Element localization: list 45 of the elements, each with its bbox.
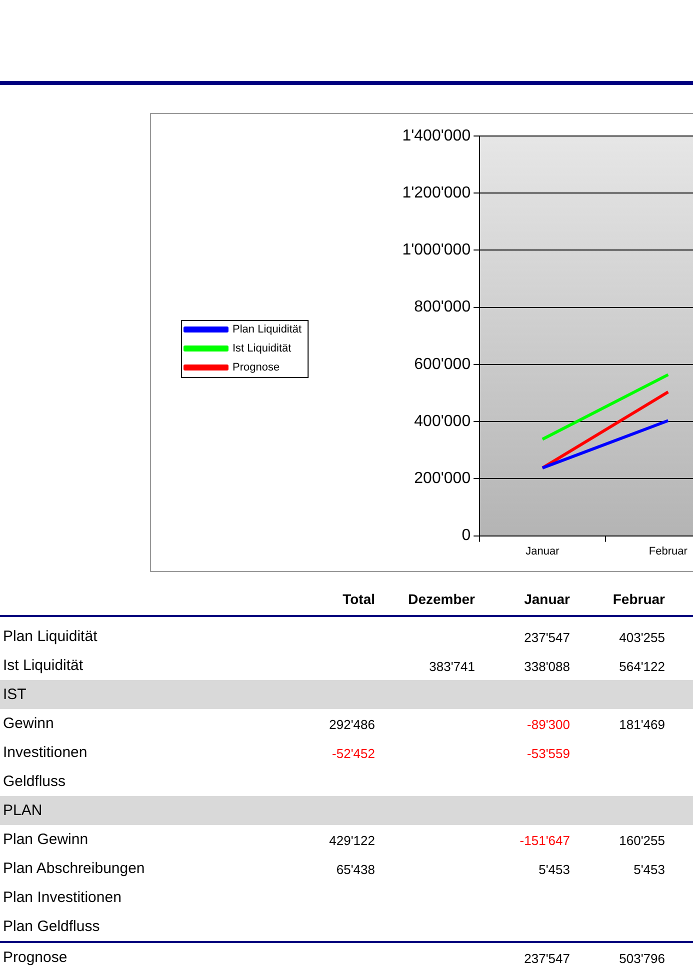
legend-label: Plan Liquidität [232, 324, 302, 336]
y-tick-label: 400'000 [414, 412, 471, 430]
text: 5'453 [538, 862, 570, 877]
category-label: Gewinn [3, 715, 54, 732]
y-tick-label: 1'400'000 [402, 127, 471, 144]
y-tick-label: 1'000'000 [402, 242, 471, 259]
text: 292'486 [329, 717, 375, 732]
text: 429'122 [329, 833, 375, 848]
text: 160'255 [619, 833, 665, 848]
y-tick-label: 800'000 [414, 298, 471, 316]
y-tick-label: 0 [462, 527, 471, 544]
text: 181'469 [619, 717, 665, 732]
category-label: Dezember [407, 591, 475, 607]
text: 237'547 [524, 951, 570, 966]
text: 564'122 [619, 659, 665, 674]
category-label: Plan Abschreibungen [3, 860, 145, 877]
text: -52'452 [332, 746, 375, 761]
text: 383'741 [429, 659, 475, 674]
category-label: Plan Geldfluss [3, 918, 100, 935]
category-label: Investitionen [3, 744, 88, 761]
text: 403'255 [619, 630, 665, 645]
y-tick-label: 1'200'000 [402, 184, 471, 202]
text: -151'647 [520, 833, 570, 848]
category-label: Prognose [3, 949, 68, 966]
y-tick-label: 600'000 [414, 356, 471, 373]
category-label: Plan Liquidität [3, 628, 98, 645]
text: 503'796 [619, 951, 665, 966]
text: 5'453 [634, 862, 665, 877]
text: -53'559 [527, 746, 570, 761]
category-label: PLAN [3, 802, 42, 819]
category-label: Februar [612, 591, 665, 607]
text: 338'088 [524, 659, 570, 674]
text: 237'547 [524, 630, 570, 645]
category-label: Plan Investitionen [3, 889, 122, 906]
legend-label: Ist Liquidität [232, 342, 292, 355]
category-label: IST [3, 686, 26, 703]
category-label: Geldfluss [3, 773, 66, 790]
category-label: Plan Gewinn [3, 831, 88, 848]
category-label: Januar [524, 591, 570, 607]
legend-label: Prognose [232, 362, 280, 374]
text: 65'438 [336, 862, 375, 877]
category-label: Total [342, 591, 375, 607]
category-label: Ist Liquidität [3, 657, 84, 674]
y-tick-label: 200'000 [414, 470, 471, 488]
text: -89'300 [527, 717, 570, 732]
